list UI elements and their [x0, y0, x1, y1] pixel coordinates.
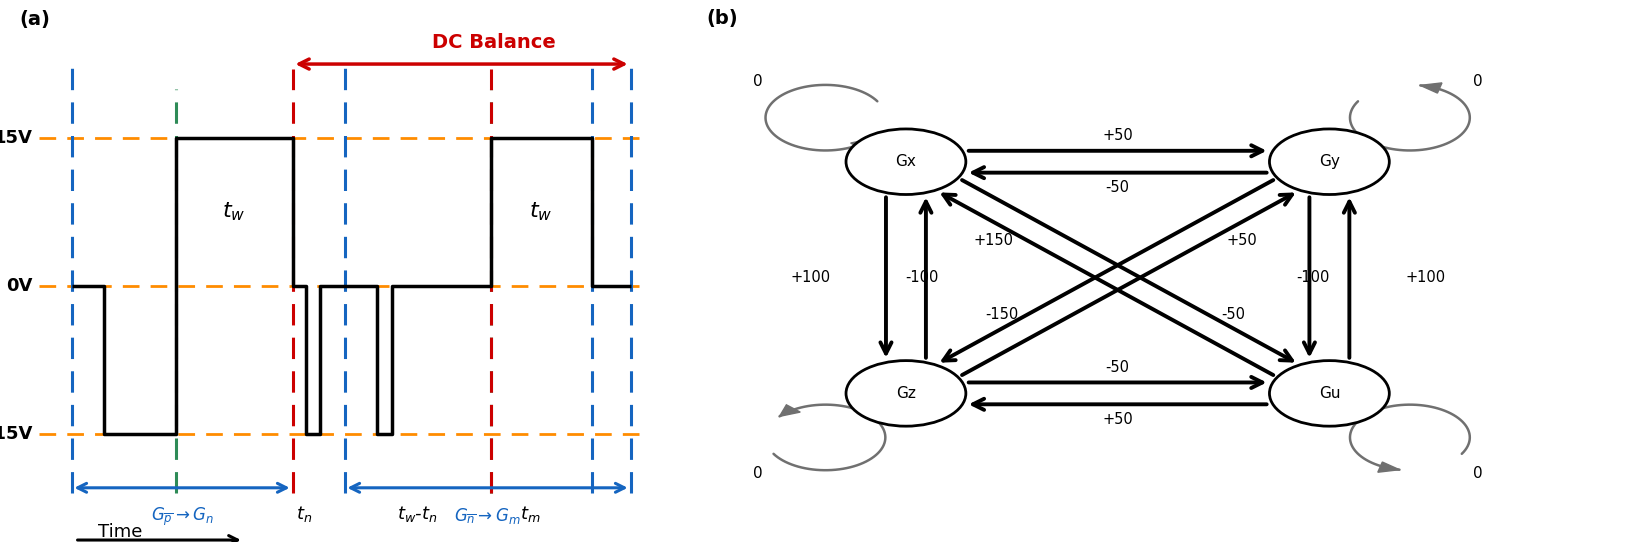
- Text: $G_{\overline{n}}\rightarrow G_m$: $G_{\overline{n}}\rightarrow G_m$: [455, 506, 520, 526]
- Text: +100: +100: [790, 270, 830, 285]
- Polygon shape: [780, 405, 800, 416]
- Circle shape: [1269, 129, 1389, 195]
- Circle shape: [1269, 360, 1389, 426]
- Text: 0: 0: [752, 466, 762, 481]
- Text: Time: Time: [98, 523, 143, 541]
- Text: -50: -50: [1222, 307, 1245, 322]
- Text: 0: 0: [752, 74, 762, 89]
- Text: Gu: Gu: [1318, 386, 1341, 401]
- Text: (a): (a): [20, 10, 50, 29]
- Polygon shape: [850, 139, 871, 150]
- Text: 0V: 0V: [6, 277, 32, 295]
- Text: +50: +50: [1227, 233, 1256, 248]
- Text: $t_w$: $t_w$: [223, 201, 245, 223]
- Text: -100: -100: [905, 270, 939, 285]
- Text: +150: +150: [973, 233, 1014, 248]
- Text: Gz: Gz: [895, 386, 916, 401]
- Text: +50: +50: [1102, 128, 1133, 143]
- Text: +50: +50: [1102, 412, 1133, 427]
- Text: Gy: Gy: [1320, 154, 1341, 169]
- Text: -150: -150: [985, 307, 1019, 322]
- Text: -50: -50: [1105, 180, 1129, 196]
- Text: +100: +100: [1406, 270, 1445, 285]
- Text: Gx: Gx: [895, 154, 916, 169]
- Text: -15V: -15V: [0, 424, 32, 443]
- Text: -100: -100: [1297, 270, 1331, 285]
- Text: (b): (b): [707, 9, 738, 28]
- Circle shape: [847, 360, 965, 426]
- Text: $t_m$: $t_m$: [520, 505, 540, 525]
- Text: $t_n$: $t_n$: [296, 505, 312, 525]
- Text: DC Balance: DC Balance: [432, 33, 556, 52]
- Polygon shape: [1378, 462, 1399, 472]
- Text: $G_{\overline{p}}\rightarrow G_n$: $G_{\overline{p}}\rightarrow G_n$: [151, 506, 213, 528]
- Text: -50: -50: [1105, 360, 1129, 375]
- Circle shape: [847, 129, 965, 195]
- Text: $t_w$: $t_w$: [530, 201, 552, 223]
- Polygon shape: [1420, 83, 1441, 93]
- Text: 0: 0: [1472, 466, 1482, 481]
- Text: 15V: 15V: [0, 129, 32, 147]
- Text: 0: 0: [1472, 74, 1482, 89]
- Text: $t_w$-$t_n$: $t_w$-$t_n$: [398, 505, 437, 525]
